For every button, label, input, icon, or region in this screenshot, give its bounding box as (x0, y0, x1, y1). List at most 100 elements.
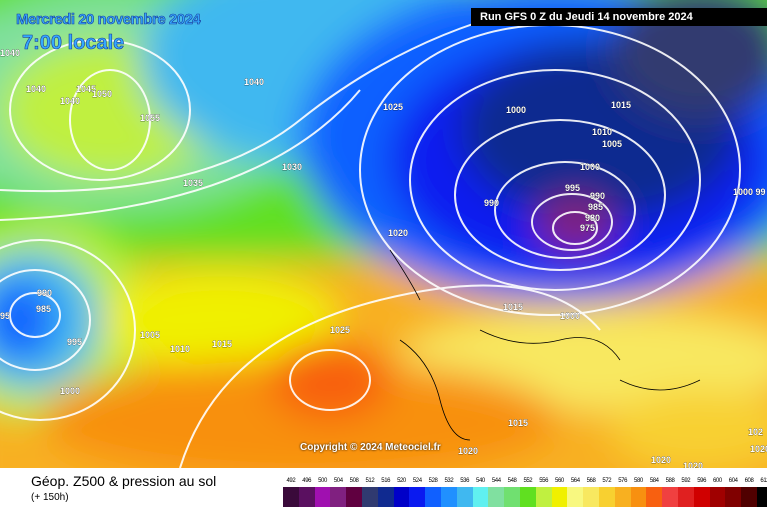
legend-swatch (440, 487, 457, 507)
pressure-label: 1015 (503, 302, 523, 312)
legend-swatch (488, 487, 505, 507)
pressure-label: 1040 (244, 77, 264, 87)
legend-entry: 568 (583, 478, 599, 507)
legend-tick: 504 (333, 478, 343, 484)
legend-tick: 592 (681, 478, 691, 484)
legend-swatch (283, 487, 299, 507)
pressure-label: 1015 (611, 100, 631, 110)
pressure-label: 1010 (170, 344, 190, 354)
legend-entry: 548 (504, 478, 520, 507)
legend-entry: 512 (361, 478, 378, 507)
forecast-lead: (+ 150h) (31, 492, 69, 503)
legend-swatch (535, 487, 552, 507)
pressure-label: 1020 (750, 444, 767, 454)
legend-swatch (662, 487, 678, 507)
pressure-label: 1000 (506, 105, 526, 115)
legend-tick: 552 (523, 478, 533, 484)
legend-entry: 576 (614, 478, 631, 507)
pressure-label: 995 (565, 183, 580, 193)
legend-swatch (583, 487, 599, 507)
pressure-label: 1030 (282, 162, 302, 172)
legend-entry: 520 (393, 478, 410, 507)
pressure-label: 1050 (92, 89, 112, 99)
legend-swatch (504, 487, 520, 507)
legend-swatch (361, 487, 378, 507)
legend-tick: 544 (491, 478, 501, 484)
legend-swatch (314, 487, 331, 507)
pressure-label: 1010 (592, 127, 612, 137)
legend-swatch (725, 487, 742, 507)
forecast-date: Mercredi 20 novembre 2024 (16, 11, 201, 29)
legend-entry: 604 (725, 478, 742, 507)
legend-entry: 516 (377, 478, 394, 507)
legend-entry: 500 (314, 478, 331, 507)
pressure-label: 1000 (60, 386, 80, 396)
legend-tick: 564 (570, 478, 580, 484)
pressure-label: 985 (36, 304, 51, 314)
legend-tick: 520 (397, 478, 406, 484)
legend-swatch (630, 487, 647, 507)
pressure-label: 95 (0, 311, 10, 321)
pressure-label: 1000 99 (733, 187, 766, 197)
legend-entry: 612 (756, 478, 767, 507)
legend-swatch (409, 487, 426, 507)
legend-tick: 516 (381, 478, 391, 484)
legend-tick: 556 (539, 478, 549, 484)
legend-tick: 528 (428, 478, 438, 484)
legend-swatch (709, 487, 726, 507)
legend-swatch (677, 487, 694, 507)
legend-swatch (472, 487, 489, 507)
legend-tick: 524 (412, 478, 422, 484)
footer: Géop. Z500 & pression au sol (+ 150h) 49… (0, 468, 767, 507)
copyright: Copyright © 2024 Meteociel.fr (300, 442, 441, 453)
pressure-label: 1020 (458, 446, 478, 456)
legend-swatch (598, 487, 615, 507)
legend-tick: 596 (697, 478, 707, 484)
pressure-label: 1040 (60, 96, 80, 106)
legend-swatch (298, 487, 315, 507)
pressure-label: 1015 (212, 339, 232, 349)
legend-entry: 508 (346, 478, 362, 507)
pressure-label: 1040 (26, 84, 46, 94)
legend-tick: 512 (365, 478, 375, 484)
legend-tick: 584 (649, 478, 659, 484)
legend-tick: 560 (555, 478, 564, 484)
legend-swatch (330, 487, 347, 507)
legend-entry: 544 (488, 478, 505, 507)
model-run-label: Run GFS 0 Z du Jeudi 14 novembre 2024 (471, 8, 767, 26)
pressure-label: 1005 (602, 139, 622, 149)
legend-entry: 524 (409, 478, 426, 507)
legend-swatch (567, 487, 584, 507)
legend-swatch (741, 487, 757, 507)
legend-tick: 568 (586, 478, 596, 484)
legend-swatch (614, 487, 631, 507)
legend-entry: 584 (646, 478, 663, 507)
pressure-label: 102 (748, 427, 763, 437)
forecast-time: 7:00 locale (22, 32, 125, 55)
legend-entry: 580 (630, 478, 647, 507)
pressure-label: 1035 (183, 178, 203, 188)
pressure-label: 990 (484, 198, 499, 208)
legend-entry: 536 (456, 478, 473, 507)
legend-entry: 564 (567, 478, 584, 507)
color-scale-legend: 492 496 500 504 508 512 516 520 524 528 532 536 540 5… (283, 478, 767, 507)
legend-entry: 496 (298, 478, 315, 507)
pressure-label: 1045 (76, 84, 96, 94)
legend-tick: 500 (318, 478, 327, 484)
legend-entry: 528 (425, 478, 441, 507)
legend-swatch (346, 487, 362, 507)
legend-tick: 536 (460, 478, 470, 484)
pressure-label: 1000 (580, 162, 600, 172)
legend-tick: 508 (349, 478, 359, 484)
legend-tick: 496 (302, 478, 312, 484)
legend-tick: 588 (665, 478, 675, 484)
legend-entry: 556 (535, 478, 552, 507)
pressure-label: 985 (588, 202, 603, 212)
legend-entry: 532 (440, 478, 457, 507)
map-title: Géop. Z500 & pression au sol (31, 473, 217, 489)
legend-swatch (456, 487, 473, 507)
coastlines (389, 249, 701, 441)
pressure-label: 975 (580, 223, 595, 233)
